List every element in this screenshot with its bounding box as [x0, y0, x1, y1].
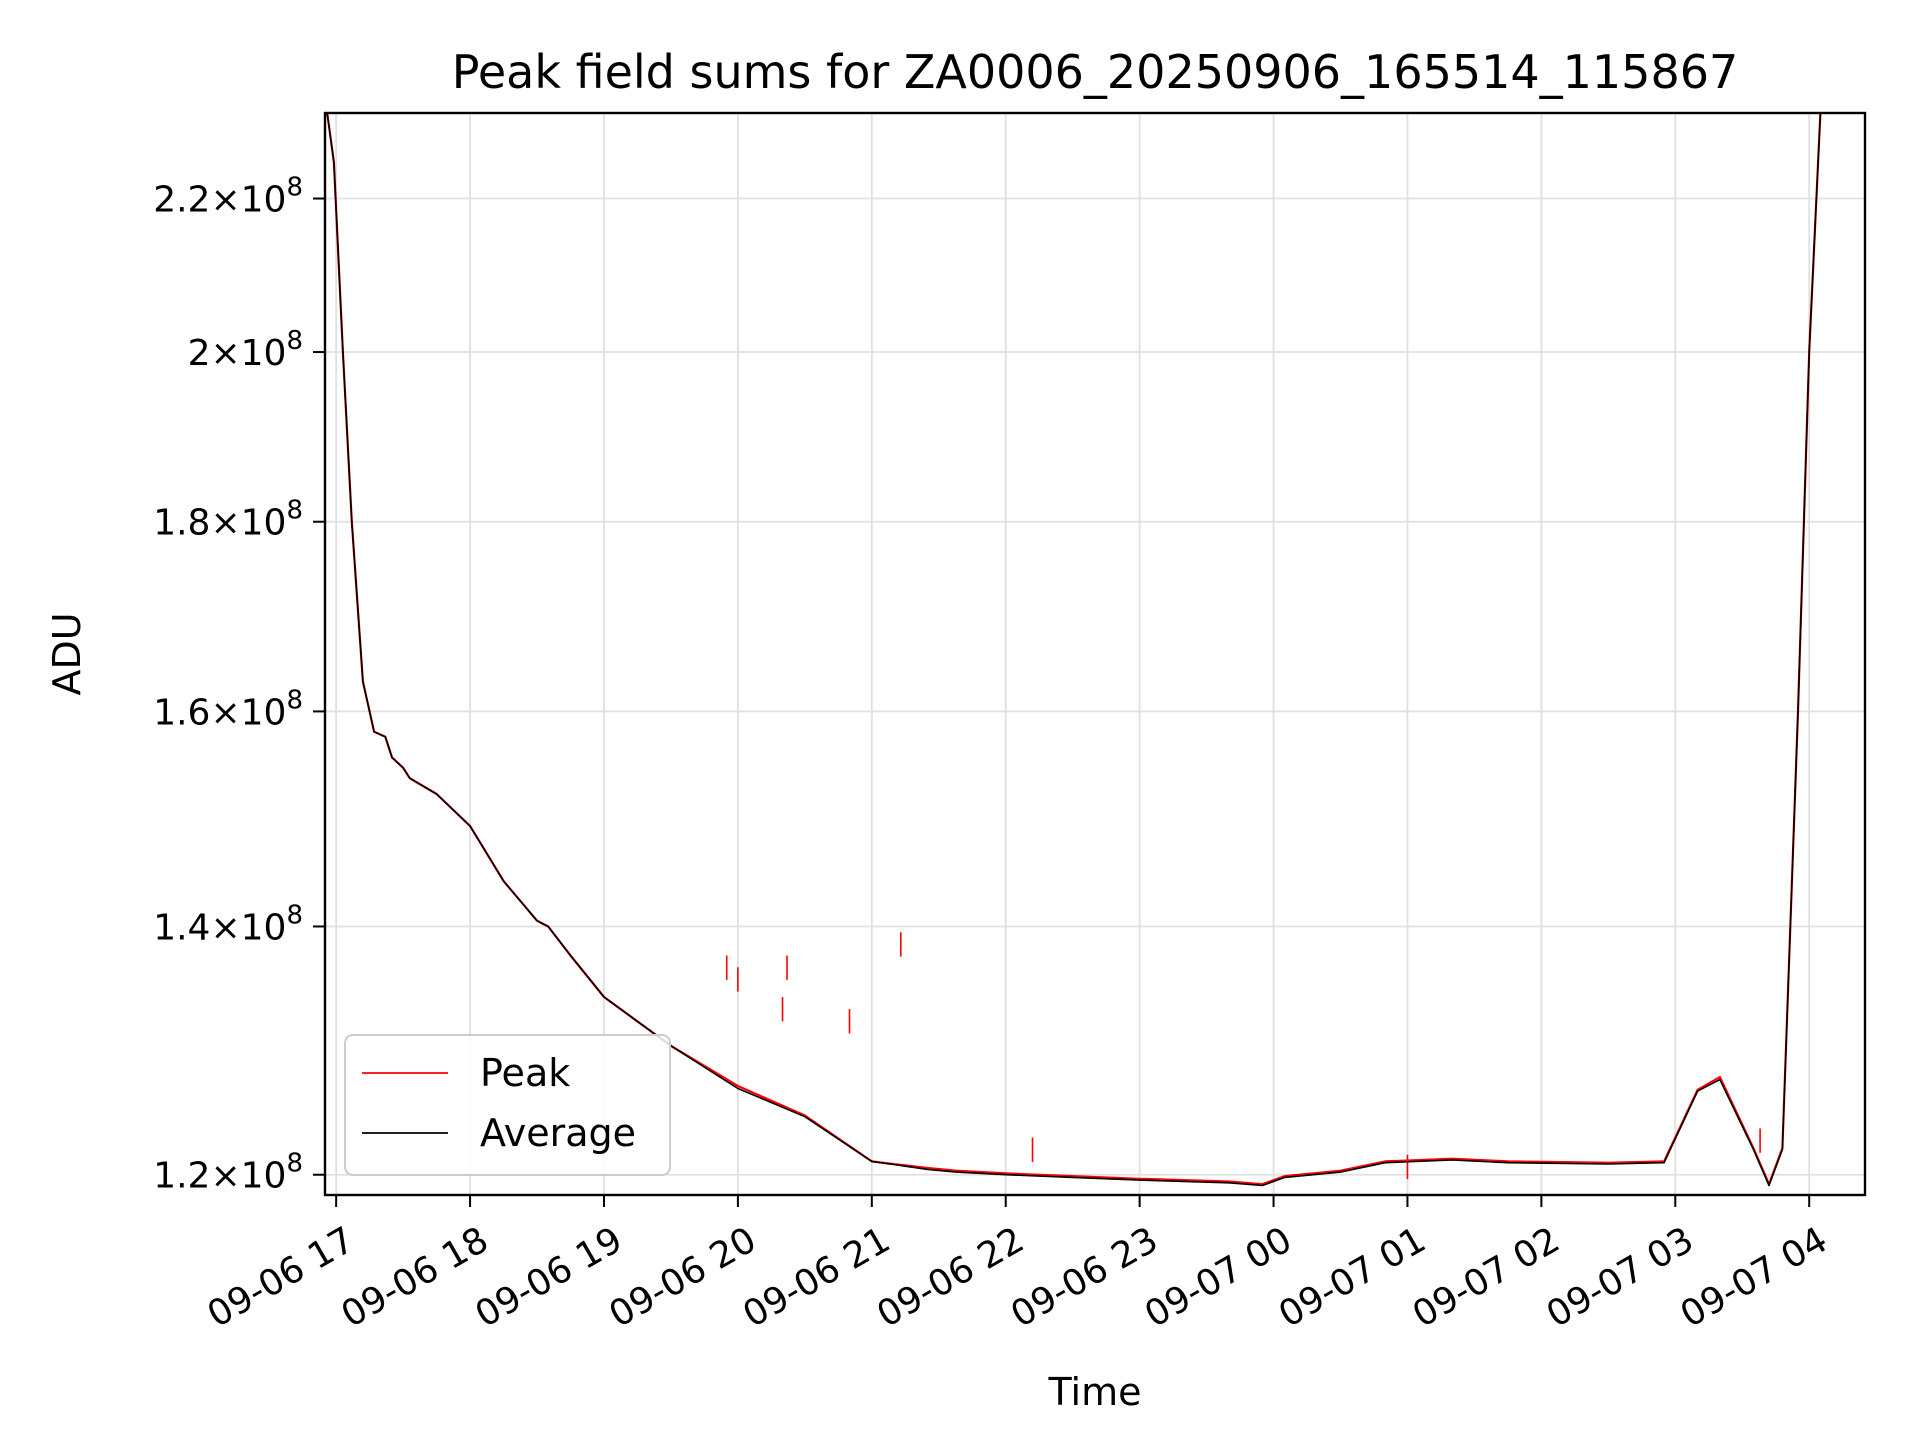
- y-tick-times: ×10: [210, 333, 286, 374]
- x-tick-label: 09-06 17: [201, 1219, 362, 1335]
- y-tick-mantissa: 1.6: [153, 692, 210, 733]
- x-tick-label: 09-07 01: [1272, 1219, 1433, 1335]
- legend: Peak Average: [344, 1034, 671, 1176]
- x-tick-label: 09-06 20: [603, 1219, 764, 1335]
- y-tick-times: ×10: [210, 1156, 286, 1197]
- y-tick-mantissa: 1.4: [153, 907, 210, 948]
- series-line-average: [326, 113, 1822, 1187]
- y-tick-times: ×10: [210, 180, 286, 221]
- x-axis-label: Time: [1048, 1370, 1142, 1414]
- y-tick-exponent: 8: [286, 685, 303, 715]
- y-tick-exponent: 8: [286, 496, 303, 526]
- legend-box: [344, 1034, 671, 1176]
- x-tick-label: 09-06 19: [469, 1219, 630, 1335]
- y-tick-mantissa: 1.8: [153, 503, 210, 544]
- y-tick-exponent: 8: [286, 326, 303, 356]
- x-tick-label: 09-06 22: [870, 1219, 1031, 1335]
- y-tick-label: 1.4×108: [153, 900, 303, 948]
- y-tick-label: 1.8×108: [153, 496, 303, 544]
- x-tick-label: 09-06 18: [335, 1219, 496, 1335]
- y-tick-exponent: 8: [286, 173, 303, 203]
- y-tick-times: ×10: [210, 692, 286, 733]
- y-tick-mantissa: 2: [188, 333, 211, 374]
- y-tick-times: ×10: [210, 503, 286, 544]
- y-tick-label: 2×108: [188, 326, 303, 374]
- y-tick-label: 2.2×108: [153, 173, 303, 221]
- grid: [325, 113, 1865, 1195]
- x-tick-label: 09-07 02: [1406, 1219, 1567, 1335]
- x-tick-label: 09-07 03: [1540, 1219, 1701, 1335]
- y-tick-label: 1.2×108: [153, 1149, 303, 1197]
- y-axis-label: ADU: [45, 612, 89, 695]
- y-tick-times: ×10: [210, 907, 286, 948]
- y-tick-mantissa: 2.2: [153, 180, 210, 221]
- chart-title: Peak field sums for ZA0006_20250906_1655…: [452, 45, 1739, 99]
- y-tick-label: 1.6×108: [153, 685, 303, 733]
- y-tick-exponent: 8: [286, 1149, 303, 1179]
- y-tick-exponent: 8: [286, 900, 303, 930]
- legend-label-peak: Peak: [480, 1051, 570, 1095]
- series-line-peak: [326, 113, 1822, 1186]
- legend-label-average: Average: [480, 1111, 636, 1155]
- x-tick-label: 09-07 04: [1674, 1219, 1835, 1335]
- x-tick-label: 09-07 00: [1138, 1219, 1299, 1335]
- plot-frame: [323, 111, 1867, 1197]
- y-tick-mantissa: 1.2: [153, 1156, 210, 1197]
- x-tick-label: 09-06 21: [736, 1219, 897, 1335]
- series-layer: [326, 113, 1822, 1187]
- x-tick-label: 09-06 23: [1004, 1219, 1165, 1335]
